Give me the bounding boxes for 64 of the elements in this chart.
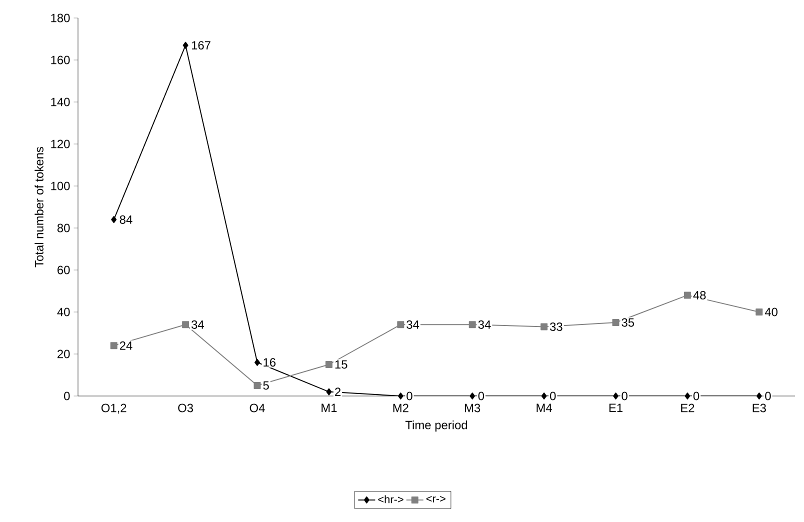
data-label: 0 <box>478 392 484 400</box>
data-label: 2 <box>335 388 340 396</box>
point <box>111 216 117 224</box>
data-label: 0 <box>406 392 412 400</box>
x-tick-label: O4 <box>250 404 265 412</box>
x-tick-label: M3 <box>465 404 480 412</box>
x-axis-title: Time period <box>405 420 468 432</box>
y-tick-label: 120 <box>51 140 70 148</box>
data-label: 16 <box>264 358 276 367</box>
point <box>612 319 620 326</box>
y-tick-label: 80 <box>57 224 70 232</box>
y-tick-label: 0 <box>64 392 70 400</box>
x-tick-label: O1,2 <box>101 404 126 414</box>
y-axis-title: Total number of tokens <box>34 146 44 268</box>
data-label: 0 <box>550 392 556 400</box>
point <box>182 42 188 49</box>
y-tick-label: 60 <box>58 266 70 274</box>
point <box>182 321 190 328</box>
y-tick-label: 40 <box>57 308 70 316</box>
data-label: 0 <box>622 392 628 400</box>
x-tick-label: M2 <box>393 404 408 412</box>
data-label: 0 <box>693 392 700 400</box>
point <box>540 323 548 330</box>
point <box>326 388 332 396</box>
data-label: 33 <box>550 322 562 331</box>
data-label: 84 <box>120 215 132 224</box>
point <box>470 392 476 400</box>
point <box>110 342 118 350</box>
data-label: 48 <box>693 290 706 300</box>
x-tick-label: M1 <box>322 404 337 412</box>
point <box>325 361 332 368</box>
data-label: 5 <box>263 381 269 390</box>
y-tick-label: 100 <box>51 182 70 190</box>
point <box>468 321 476 328</box>
x-tick-label: M4 <box>536 404 552 412</box>
y-tick-label: 140 <box>51 98 70 106</box>
point <box>756 392 762 400</box>
data-label: 15 <box>335 360 348 369</box>
y-tick-label: 20 <box>58 350 70 358</box>
data-label: 0 <box>765 392 771 400</box>
x-tick-label: E3 <box>752 404 766 412</box>
data-label: 34 <box>406 320 420 329</box>
point <box>756 308 763 316</box>
data-label: 34 <box>478 320 491 329</box>
x-tick-label: E2 <box>681 404 694 412</box>
point <box>254 358 260 366</box>
legend-label: <r-> <box>426 496 446 502</box>
point <box>684 392 690 400</box>
data-label: 24 <box>120 341 132 350</box>
point <box>397 321 404 328</box>
data-label: 167 <box>192 41 210 50</box>
point <box>541 392 547 400</box>
y-tick-label: 160 <box>51 56 70 64</box>
data-label: 34 <box>192 320 204 329</box>
x-tick-label: O3 <box>178 404 194 412</box>
point <box>684 292 691 299</box>
point <box>613 392 619 400</box>
data-label: 35 <box>622 318 634 327</box>
y-tick-label: 180 <box>51 14 70 22</box>
x-tick-label: E1 <box>609 404 622 412</box>
point <box>254 382 261 389</box>
point <box>398 392 404 400</box>
data-label: 40 <box>764 308 778 316</box>
legend-label: <hr-> <box>378 495 404 504</box>
